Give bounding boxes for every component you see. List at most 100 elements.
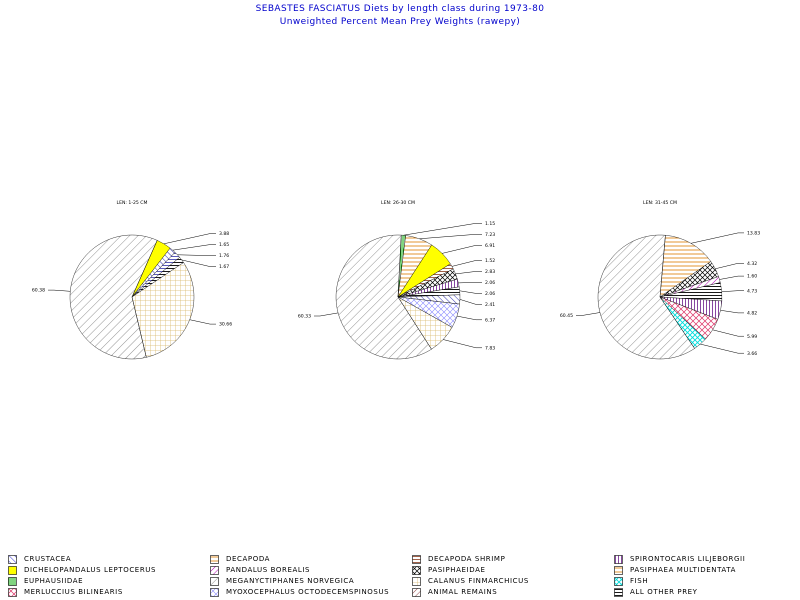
leader-line [721,290,744,292]
legend-item: CALANUS FINMARCHICUS [412,576,529,586]
leader-line [715,263,744,270]
leader-line [48,289,71,292]
pie-title: LEN: 26-30 CM [381,200,415,206]
legend-item: ANIMAL REMAINS [412,587,497,597]
pie-chart-3: LEN: 31-45 CM 13.83 4.32 1.60 4.73 4.82 5.99 3.… [560,200,760,360]
slice-label: 30.66 [219,322,232,328]
slice-label: 60.33 [298,314,311,320]
leader-line [189,319,216,325]
pie-chart-2: LEN: 26-30 CM 1.15 7.23 6.91 1.52 2.83 2.06 2.0… [298,200,495,360]
slice-label: 4.32 [747,261,757,267]
leader-line [451,260,482,267]
legend-swatch [614,587,623,597]
pie-title: LEN: 1-25 CM [117,200,148,206]
slice-label: 6.37 [485,317,495,323]
legend-item: PASIPHAEIDAE [412,565,486,575]
slice-label: 1.60 [747,274,757,280]
slice-label: 5.99 [747,334,757,340]
slice-label: 4.82 [747,310,757,316]
leader-line [443,339,482,349]
legend-item: FISH [614,576,648,586]
leader-line [314,312,339,317]
leader-line [163,233,216,245]
leader-line [455,271,482,275]
legend-label: DECAPODA SHRIMP [428,555,506,563]
legend-swatch [210,554,219,564]
legend-label: PANDALUS BOREALIS [226,566,311,574]
legend-label: MYOXOCEPHALUS OCTODECEMSPINOSUS [226,588,390,596]
leader-line [712,329,744,337]
leader-line [419,234,482,240]
leader-line [576,312,601,316]
legend-swatch [8,554,17,564]
slice-label: 2.83 [485,269,495,275]
legend-label: PASIPHAEIDAE [428,566,486,574]
legend-label: DECAPODA [226,555,271,563]
pie-slice [131,262,195,358]
pie-slice [659,235,712,298]
legend-item: EUPHAUSIIDAE [8,576,83,586]
legend-item: PANDALUS BOREALIS [210,565,310,575]
leader-line [403,223,482,236]
slice-label: 2.06 [485,280,495,286]
legend-swatch [8,565,17,575]
pie-slice [597,234,695,360]
slice-label: 13.83 [747,231,760,237]
chart-subtitle: Unweighted Percent Mean Prey Weights (ra… [279,17,521,27]
legend-item: DICHELOPANDALUS LEPTOCERUS [8,565,156,575]
legend-label: ANIMAL REMAINS [428,588,498,596]
legend-label: ALL OTHER PREY [630,588,698,596]
slice-label: 60.45 [560,313,573,319]
legend-swatch [412,554,421,564]
legend-item: DECAPODA SHRIMP [412,554,505,564]
legend-swatch [614,565,623,575]
slice-label: 6.91 [485,243,495,249]
legend-label: CALANUS FINMARCHICUS [428,577,529,585]
leader-line [720,310,744,314]
legend-swatch [614,554,623,564]
legend-swatch [8,576,17,586]
leader-line [177,254,216,256]
slice-label: 7.23 [485,232,495,238]
legend-swatch [412,576,421,586]
legend-item: PASIPHAEA MULTIDENTATA [614,565,736,575]
slice-label: 3.66 [747,351,757,357]
slice-label: 3.88 [219,231,229,237]
legend-label: DICHELOPANDALUS LEPTOCERUS [24,566,157,574]
legend-swatch [210,587,219,597]
legend-item: MEGANYCTIPHANES NORVEGICA [210,576,354,586]
slice-label: 60.38 [32,288,45,294]
legend-label: SPIRONTOCARIS LILJEBORGII [630,555,746,563]
legend-item: DECAPODA [210,554,270,564]
leader-line [458,282,482,284]
legend-swatch [412,565,421,575]
slice-label: 2.41 [485,302,495,308]
slice-label: 1.15 [485,221,495,227]
legend-item: MYOXOCEPHALUS OCTODECEMSPINOSUS [210,587,389,597]
legend-swatch [8,587,17,597]
legend-item: MERLUCCIUS BILINEARIS [8,587,123,597]
legend-label: MERLUCCIUS BILINEARIS [24,588,123,596]
leader-line [459,290,482,294]
slice-label: 1.52 [485,258,495,264]
pie-title: LEN: 31-45 CM [643,200,677,206]
slice-label: 4.73 [747,288,757,294]
legend: CRUSTACEA DECAPODA DECAPODA SHRIMP SPIRONTO… [0,554,800,600]
leader-line [181,259,216,267]
legend-item: ALL OTHER PREY [614,587,698,597]
pie-chart-1: LEN: 1-25 CM 3.88 1.65 1.76 1.67 30.66 60.38 [32,200,232,360]
legend-swatch [210,576,219,586]
legend-swatch [412,587,421,597]
legend-label: FISH [630,577,649,585]
pie-charts: LEN: 1-25 CM3.881.651.761.6730.6660.38LE… [32,200,760,360]
leader-line [459,299,482,305]
legend-label: EUPHAUSIIDAE [24,577,84,585]
leader-line [700,343,744,354]
legend-item: SPIRONTOCARIS LILJEBORGII [614,554,745,564]
leader-line [456,315,482,321]
slice-label: 7.83 [485,345,495,351]
leader-line [442,245,482,254]
slice-label: 2.06 [485,291,495,297]
leader-line [719,275,744,280]
slice-label: 1.65 [219,242,229,248]
